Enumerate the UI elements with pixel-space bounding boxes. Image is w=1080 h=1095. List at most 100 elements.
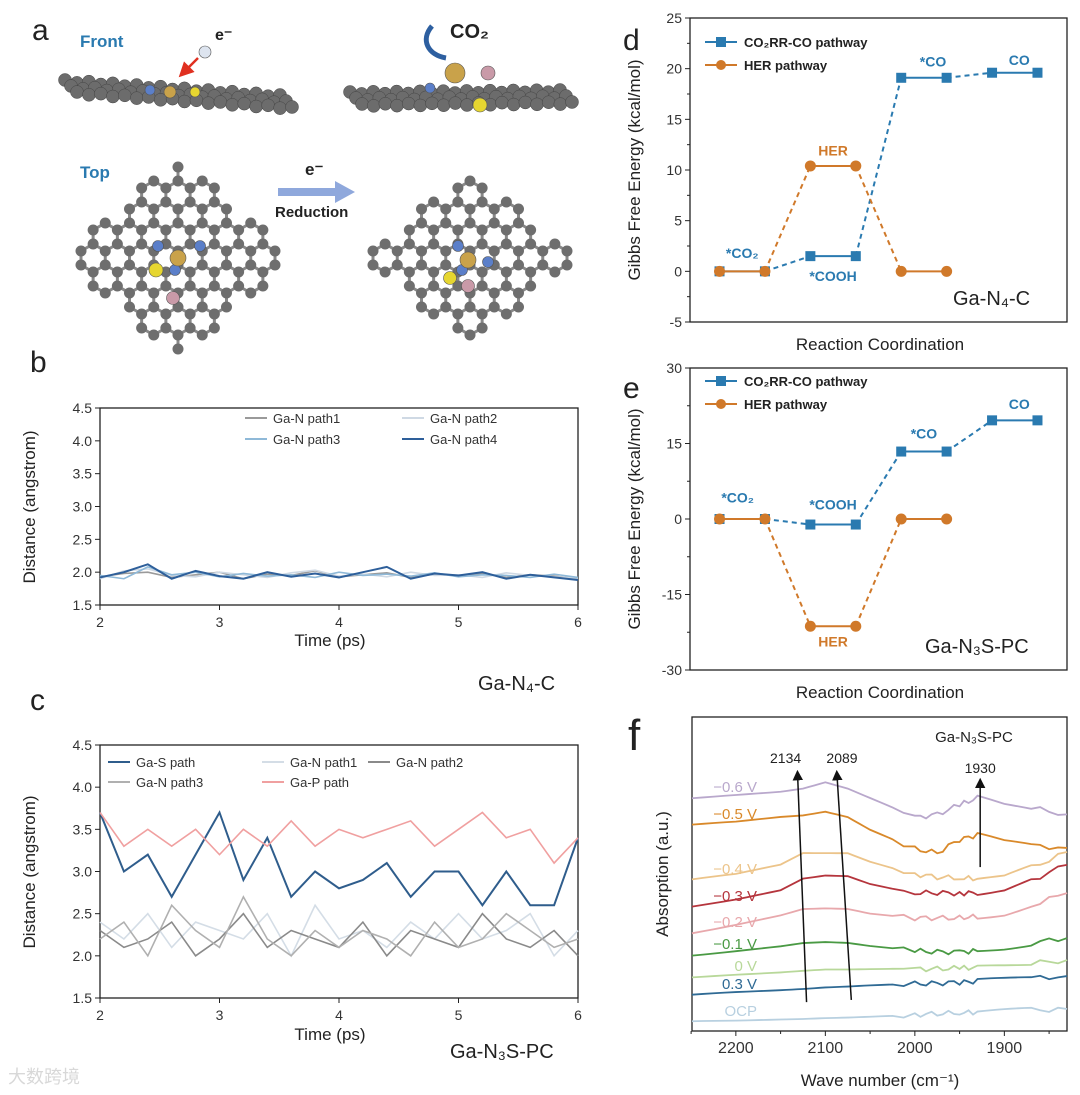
carbon-atom <box>184 322 196 334</box>
x-tick-label: 2200 <box>718 1040 754 1057</box>
spectrum-line <box>691 937 1068 957</box>
spectrum-label: 0.3 V <box>722 976 757 993</box>
carbon-atom <box>201 96 216 110</box>
carbon-atom <box>416 259 428 271</box>
sulfur-atom <box>472 97 488 113</box>
carbon-atom <box>416 301 428 313</box>
carbon-atom <box>537 259 549 271</box>
data-point-square <box>850 519 861 530</box>
carbon-atom <box>136 280 148 292</box>
carbon-atom <box>172 175 184 187</box>
carbon-atom <box>488 203 500 215</box>
x-tick-label: 1900 <box>987 1040 1023 1057</box>
data-point-circle <box>714 513 726 525</box>
carbon-atom <box>440 245 452 257</box>
carbon-atom <box>269 245 281 257</box>
transition-line <box>764 518 811 526</box>
peak-label: 2134 <box>770 750 801 766</box>
transition-line <box>764 165 812 272</box>
carbon-atom <box>233 238 245 250</box>
carbon-atom <box>452 308 464 320</box>
carbon-atom <box>208 224 220 236</box>
carbon-atom <box>500 308 512 320</box>
y-tick-label: 30 <box>666 360 682 376</box>
carbon-atom <box>452 322 464 334</box>
panel-a-structures: a Front e⁻ CO₂ Top e⁻ Reduction <box>32 14 579 355</box>
x-tick-label: 2000 <box>897 1040 933 1057</box>
carbon-atom <box>530 97 544 112</box>
data-point-square <box>941 446 952 457</box>
carbon-atom <box>367 245 379 257</box>
y-tick-label: 5 <box>674 213 682 229</box>
gallium-atom <box>169 249 187 267</box>
legend-label: Ga-N path1 <box>273 411 340 426</box>
carbon-atom <box>366 99 381 113</box>
carbon-atom <box>87 280 99 292</box>
carbon-atom <box>379 238 391 250</box>
carbon-atom <box>257 280 269 292</box>
carbon-atom <box>261 98 275 113</box>
carbon-atom <box>403 280 415 292</box>
chart-c: c Time (ps) Distance (angstrom) Ga-N₃S-PC 1.… <box>20 684 582 1063</box>
carbon-atom <box>220 301 232 313</box>
carbon-atom <box>213 95 228 109</box>
carbon-atom <box>512 259 524 271</box>
x-tick-label: 4 <box>335 614 343 630</box>
carbon-atom <box>233 224 245 236</box>
legend-marker-square <box>716 37 726 47</box>
level-label: *COOH <box>809 497 856 513</box>
legend-label: Ga-N path2 <box>430 411 497 426</box>
y-tick-label: 1.5 <box>73 597 93 613</box>
legend-label: Ga-N path4 <box>430 432 497 447</box>
data-point-square <box>987 67 998 78</box>
y-tick-label: -30 <box>662 662 682 678</box>
carbon-atom <box>75 245 87 257</box>
y-tick-label: 4.5 <box>73 737 93 753</box>
carbon-atom <box>225 98 240 112</box>
carbon-atom <box>87 266 99 278</box>
carbon-atom <box>124 301 136 313</box>
carbon-atom <box>160 196 172 208</box>
carbon-atom <box>111 238 123 250</box>
peak-label: 2089 <box>826 750 857 766</box>
carbon-atom <box>476 182 488 194</box>
y-tick-label: 10 <box>666 162 682 178</box>
legend-label: HER pathway <box>744 397 828 412</box>
legend-label: Ga-N path3 <box>136 775 203 790</box>
carbon-atom <box>488 301 500 313</box>
carbon-atom <box>124 245 136 257</box>
carbon-atom <box>269 259 281 271</box>
x-tick-label: 2100 <box>808 1040 844 1057</box>
y-tick-label: 20 <box>666 61 682 77</box>
carbon-atom <box>237 96 251 111</box>
series-line-ga-s-path <box>99 810 579 907</box>
spectrum-line <box>691 864 1068 908</box>
carbon-atom <box>537 245 549 257</box>
y-axis-label: Distance (angstrom) <box>20 430 39 583</box>
carbon-atom <box>452 182 464 194</box>
phosphorus-atom <box>461 279 475 293</box>
carbon-atom <box>136 182 148 194</box>
gallium-atom <box>163 85 177 99</box>
y-tick-label: 2.5 <box>73 531 93 547</box>
legend-marker-square <box>716 376 726 386</box>
carbon-atom <box>549 238 561 250</box>
carbon-atom <box>428 280 440 292</box>
carbon-atom <box>118 88 132 103</box>
y-tick-label: 4.0 <box>73 779 93 795</box>
level-label-her: HER <box>818 634 848 650</box>
series-line-ga-n-path2 <box>99 912 579 958</box>
y-tick-label: 4.0 <box>73 433 93 449</box>
carbon-atom <box>184 308 196 320</box>
carbon-atom <box>440 301 452 313</box>
carbon-atom <box>99 217 111 229</box>
carbon-atom <box>148 203 160 215</box>
panel-label-e: e <box>623 372 640 405</box>
nitrogen-atom <box>424 82 436 94</box>
transition-line <box>946 71 993 79</box>
panel-label-d: d <box>623 24 640 57</box>
x-tick-label: 4 <box>335 1007 343 1023</box>
carbon-atom <box>561 259 573 271</box>
carbon-atom <box>233 280 245 292</box>
